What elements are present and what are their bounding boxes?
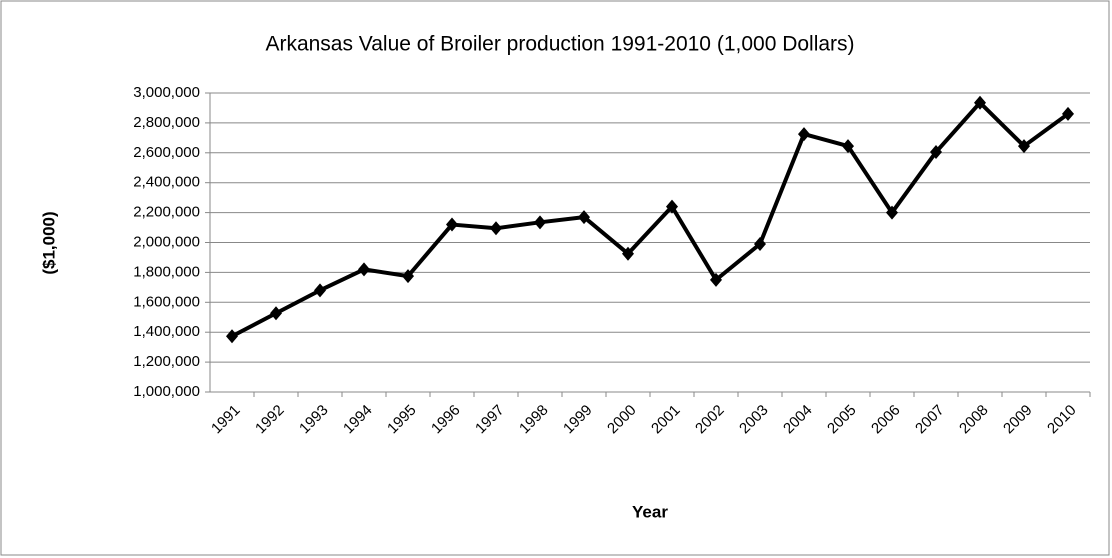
y-tick-label: 1,800,000 [133,263,200,280]
data-point [622,246,634,261]
y-tick-label: 2,000,000 [133,233,200,250]
chart-title: Arkansas Value of Broiler production 199… [265,33,854,56]
data-point [358,262,370,277]
data-point [886,205,898,220]
data-point [842,139,854,154]
data-point [534,215,546,230]
y-tick-label: 2,800,000 [133,114,200,131]
y-tick-label: 2,600,000 [133,144,200,161]
data-point [446,217,458,232]
data-point [1018,139,1030,154]
data-point [1062,106,1074,121]
data-point [754,236,766,251]
data-point [270,306,282,321]
data-point [930,145,942,160]
data-point [974,95,986,110]
y-tick-label: 3,000,000 [133,84,200,101]
y-axis-title: ($1,000) [39,211,58,274]
data-point [666,199,678,214]
data-point [490,221,502,236]
data-point [314,283,326,298]
y-tick-label: 2,400,000 [133,174,200,191]
y-tick-label: 1,200,000 [133,353,200,370]
data-point [402,269,414,284]
data-point [710,272,722,287]
data-point [226,329,238,344]
data-point [798,127,810,142]
y-tick-label: 1,400,000 [133,323,200,340]
y-tick-label: 1,000,000 [133,383,200,400]
data-point [578,210,590,225]
y-tick-label: 1,600,000 [133,293,200,310]
x-axis-title: Year [632,502,668,521]
y-tick-label: 2,200,000 [133,204,200,221]
line-series [231,100,1070,339]
